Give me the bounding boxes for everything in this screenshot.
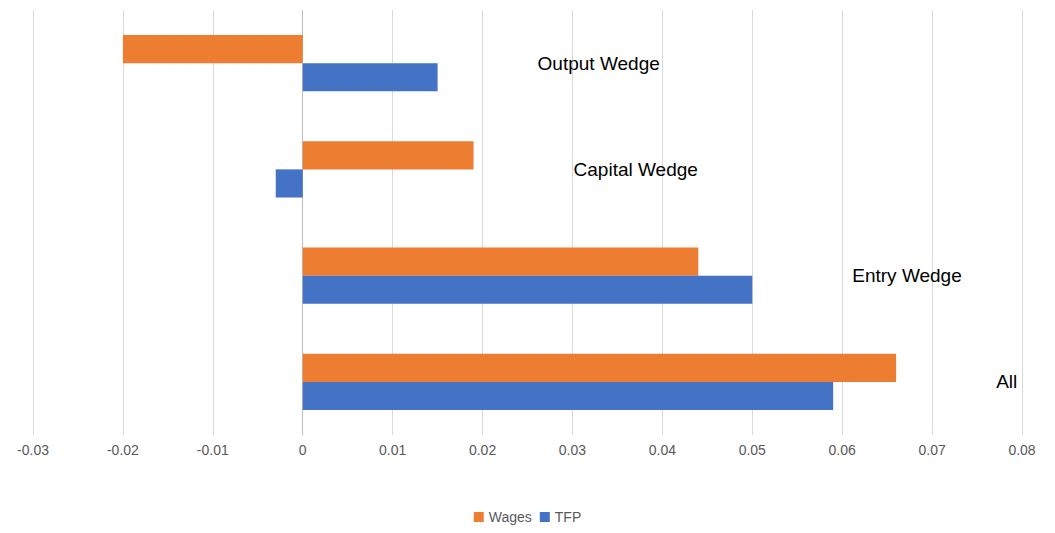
svg-text:0: 0 <box>299 442 307 458</box>
svg-text:Wages: Wages <box>489 509 532 525</box>
svg-text:-0.03: -0.03 <box>17 442 49 458</box>
svg-text:-0.02: -0.02 <box>107 442 139 458</box>
svg-text:0.02: 0.02 <box>469 442 496 458</box>
svg-text:0.08: 0.08 <box>1008 442 1035 458</box>
svg-text:TFP: TFP <box>555 509 581 525</box>
svg-text:0.01: 0.01 <box>379 442 406 458</box>
svg-text:Entry Wedge: Entry Wedge <box>852 265 961 286</box>
svg-text:0.05: 0.05 <box>739 442 766 458</box>
svg-text:All: All <box>996 371 1017 392</box>
svg-text:Capital Wedge: Capital Wedge <box>574 159 698 180</box>
svg-text:0.03: 0.03 <box>559 442 586 458</box>
svg-text:0.06: 0.06 <box>829 442 856 458</box>
svg-text:0.04: 0.04 <box>649 442 676 458</box>
svg-text:-0.01: -0.01 <box>197 442 229 458</box>
svg-text:Output Wedge: Output Wedge <box>538 53 660 74</box>
svg-text:0.07: 0.07 <box>918 442 945 458</box>
